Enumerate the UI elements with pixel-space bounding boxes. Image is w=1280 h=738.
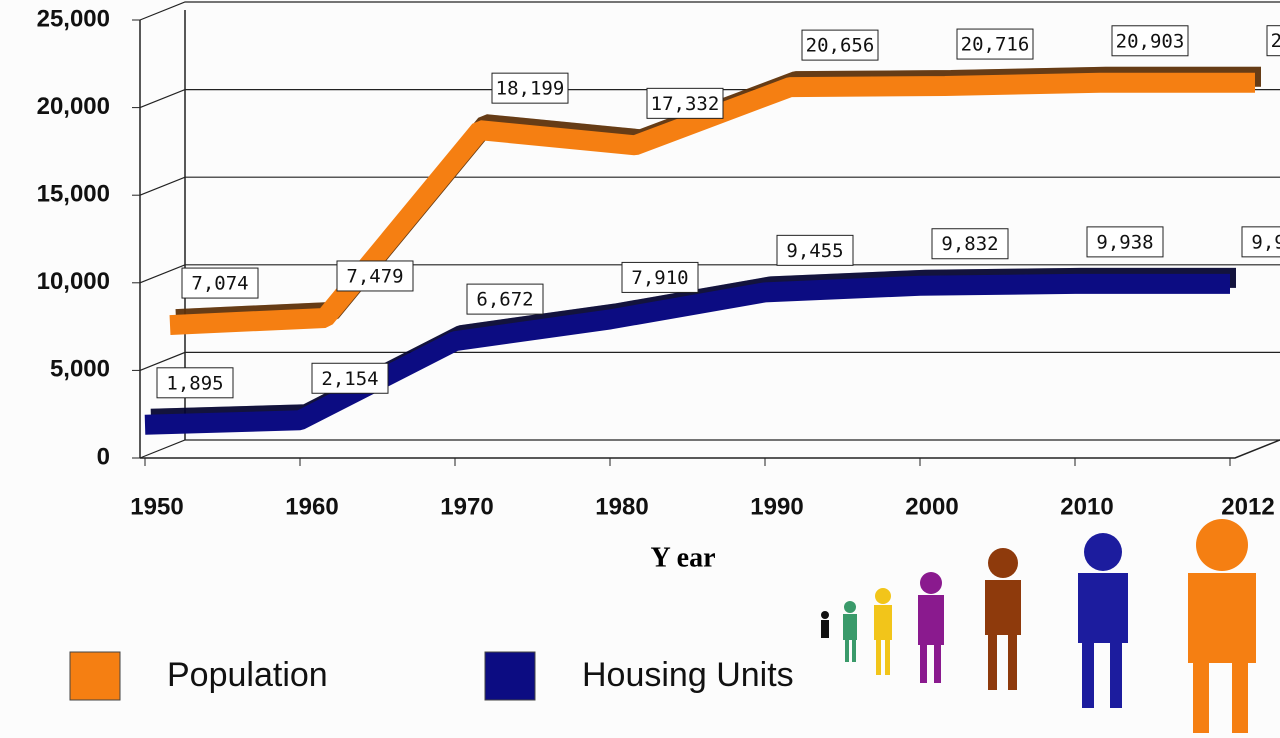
y-tick-label: 0 xyxy=(97,443,110,470)
value-label: 9,832 xyxy=(941,233,998,255)
value-label: 18,199 xyxy=(496,78,565,100)
label-box xyxy=(1111,25,1189,57)
x-tick-label: 2012 xyxy=(1221,493,1274,520)
legend-label: Housing Units xyxy=(582,656,794,694)
value-label: 9,940 xyxy=(1251,231,1280,253)
grid-line xyxy=(139,1,1280,21)
x-tick-label: 1990 xyxy=(750,493,803,520)
x-axis-label: Y ear xyxy=(650,542,715,573)
value-label: 6,672 xyxy=(476,289,533,311)
label-box xyxy=(311,362,389,394)
label-box xyxy=(621,261,699,293)
value-label-box: 9,455 xyxy=(776,234,854,266)
y-tick-label: 15,000 xyxy=(37,181,110,208)
label-box xyxy=(466,283,544,315)
value-label-box: 20,903 xyxy=(1111,25,1189,57)
legend-swatch xyxy=(484,651,536,701)
grid-line xyxy=(139,264,1280,284)
value-label-box: 9,938 xyxy=(1086,226,1164,258)
value-label-box: 18,199 xyxy=(491,72,569,104)
value-label: 7,479 xyxy=(346,265,403,287)
label-box xyxy=(776,234,854,266)
grid-line xyxy=(139,439,1280,459)
floor-edge xyxy=(140,439,1280,459)
value-label-box: 7,910 xyxy=(621,261,699,293)
label-box xyxy=(156,367,234,399)
value-label: 9,455 xyxy=(786,240,843,262)
value-label-box: 9,940 xyxy=(1241,226,1280,258)
label-box xyxy=(956,28,1034,60)
value-label-box: 20,716 xyxy=(956,28,1034,60)
value-label: 20,908 xyxy=(1271,30,1280,52)
x-tick-label: 2000 xyxy=(905,493,958,520)
value-label: 7,910 xyxy=(631,267,688,289)
value-label: 20,716 xyxy=(961,34,1030,56)
value-label-box: 2,154 xyxy=(311,362,389,394)
legend-label: Population xyxy=(167,656,328,694)
y-tick-label: 10,000 xyxy=(37,268,110,295)
grid-line xyxy=(139,351,1280,371)
label-box xyxy=(646,87,724,119)
value-label: 20,903 xyxy=(1116,30,1185,52)
value-label-box: 7,479 xyxy=(336,260,414,292)
label-box xyxy=(181,267,259,299)
x-tick-label: 1970 xyxy=(440,493,493,520)
value-label: 17,332 xyxy=(651,93,720,115)
value-label-box: 17,332 xyxy=(646,87,724,119)
value-label: 1,895 xyxy=(166,372,223,394)
label-box xyxy=(1266,25,1280,57)
x-tick-label: 1960 xyxy=(285,493,338,520)
label-box xyxy=(491,72,569,104)
x-tick-label: 1980 xyxy=(595,493,648,520)
label-box xyxy=(931,228,1009,260)
value-label-box: 6,672 xyxy=(466,283,544,315)
value-label: 9,938 xyxy=(1096,231,1153,253)
x-tick-label: 2010 xyxy=(1060,493,1113,520)
value-label-box: 20,908 xyxy=(1266,25,1280,57)
label-box xyxy=(1086,226,1164,258)
label-box xyxy=(336,260,414,292)
x-tick-label: 1950 xyxy=(130,493,183,520)
label-box xyxy=(1241,226,1280,258)
value-label: 2,154 xyxy=(321,368,378,390)
value-label-box: 1,895 xyxy=(156,367,234,399)
y-tick-label: 5,000 xyxy=(50,356,110,383)
decoration-figures xyxy=(821,519,1256,733)
value-label: 7,074 xyxy=(191,273,248,295)
value-label-box: 20,656 xyxy=(801,29,879,61)
y-tick-label: 25,000 xyxy=(37,5,110,32)
value-label-box: 9,832 xyxy=(931,228,1009,260)
series-line xyxy=(144,273,1231,435)
legend-swatch xyxy=(69,651,121,701)
label-box xyxy=(801,29,879,61)
grid-line xyxy=(139,176,1280,196)
value-label: 20,656 xyxy=(806,35,875,57)
y-tick-label: 20,000 xyxy=(37,93,110,120)
value-label-box: 7,074 xyxy=(181,267,259,299)
